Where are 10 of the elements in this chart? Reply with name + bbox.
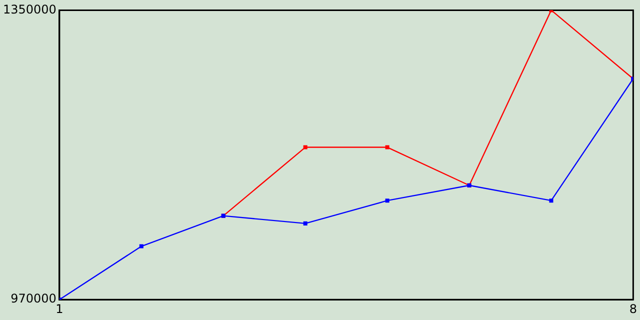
point	[549, 198, 554, 203]
point	[139, 244, 144, 248]
point	[303, 145, 308, 150]
y-tick-label: 970000	[10, 292, 56, 306]
x-tick-label: 8	[629, 302, 638, 316]
point	[303, 221, 308, 226]
point	[385, 198, 390, 203]
point	[385, 145, 390, 150]
x-tick-label: 1	[56, 302, 64, 316]
y-tick-label: 1350000	[2, 2, 56, 16]
